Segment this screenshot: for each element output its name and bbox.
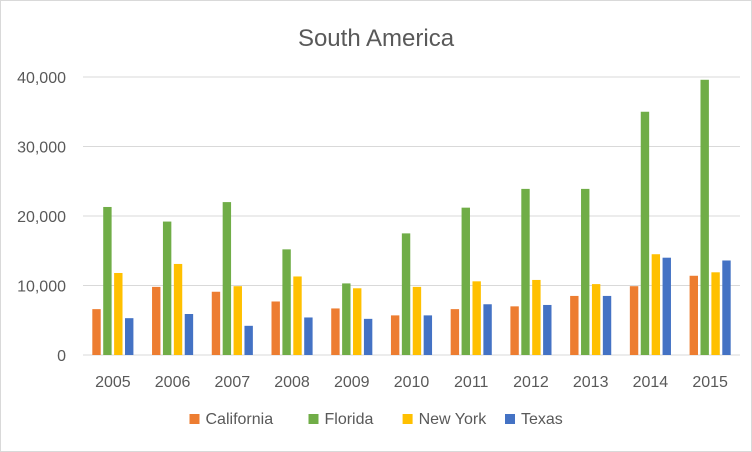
bar-california-2012	[510, 306, 519, 355]
bar-new-york-2011	[472, 281, 481, 355]
bar-texas-2009	[363, 318, 373, 355]
x-tick-label: 2014	[633, 374, 669, 391]
bar-texas-2010	[423, 315, 433, 355]
legend-item-texas: Texas	[505, 411, 563, 428]
bar-texas-2008	[304, 317, 313, 355]
bar-new-york-2007	[233, 286, 242, 355]
legend: California Florida New York Texas	[189, 411, 563, 428]
bar-texas-2007	[244, 325, 253, 355]
x-tick-label: 2011	[454, 374, 489, 391]
bar-texas-2011	[483, 304, 492, 355]
bar-new-york-2012	[532, 279, 541, 355]
bar-california-2008	[271, 301, 280, 355]
bar-florida-2010	[401, 233, 411, 356]
x-tick-label: 2013	[573, 374, 609, 391]
legend-label: Texas	[521, 411, 563, 428]
x-tick-label: 2006	[155, 374, 191, 391]
bar-florida-2006	[162, 221, 172, 355]
x-axis-ticks: 2005 2006 2007 2008 2009 2010 2011 2012 2013 2014…	[95, 374, 728, 391]
bar-texas-2012	[543, 304, 552, 355]
legend-label: Florida	[325, 411, 374, 428]
bar-new-york-2010	[412, 286, 422, 355]
chart-title: South America	[298, 25, 455, 52]
bar-new-york-2005	[114, 272, 123, 355]
legend-item-california: California	[189, 411, 274, 428]
bar-florida-2007	[222, 202, 232, 355]
x-tick-label: 2008	[274, 374, 310, 391]
bar-california-2011	[450, 309, 460, 355]
y-tick-label: 40,000	[17, 70, 66, 87]
bar-texas-2013	[602, 295, 612, 355]
legend-label: New York	[419, 411, 488, 428]
bar-florida-2005	[103, 206, 112, 355]
bar-florida-2009	[342, 283, 351, 355]
bar-new-york-2009	[353, 288, 362, 355]
bar-california-2009	[331, 308, 340, 355]
bar-new-york-2008	[293, 276, 302, 355]
x-tick-label: 2005	[95, 374, 131, 391]
legend-swatch	[505, 414, 515, 424]
bar-texas-2015	[722, 260, 731, 355]
bar-california-2013	[570, 295, 579, 355]
bar-california-2005	[92, 309, 101, 355]
x-tick-label: 2010	[394, 374, 430, 391]
y-axis-ticks: 0 10,000 20,000 30,000 40,000	[17, 70, 66, 365]
legend-label: California	[206, 411, 274, 428]
y-tick-label: 30,000	[17, 140, 66, 157]
bar-california-2006	[152, 286, 161, 355]
bar-texas-2014	[662, 257, 671, 355]
x-tick-label: 2009	[334, 374, 370, 391]
bar-new-york-2006	[173, 263, 183, 355]
y-tick-label: 20,000	[17, 209, 66, 226]
legend-item-new-york: New York	[402, 411, 488, 428]
x-tick-label: 2012	[513, 374, 549, 391]
bar-texas-2005	[125, 318, 134, 355]
y-tick-label: 0	[57, 348, 66, 365]
bar-california-2007	[211, 291, 221, 355]
x-tick-label: 2015	[692, 374, 728, 391]
bar-california-2014	[629, 286, 639, 355]
bar-florida-2013	[581, 188, 590, 355]
legend-swatch	[402, 414, 413, 424]
bar-new-york-2014	[651, 254, 661, 355]
bar-new-york-2015	[711, 272, 720, 355]
bar-florida-2008	[282, 249, 291, 355]
bar-texas-2006	[184, 314, 194, 355]
bar-california-2010	[390, 315, 400, 355]
legend-swatch	[308, 414, 319, 424]
bar-florida-2011	[461, 207, 470, 355]
x-tick-label: 2007	[215, 374, 251, 391]
bar-california-2015	[689, 275, 698, 355]
bar-florida-2014	[640, 111, 650, 355]
bars	[92, 79, 731, 356]
bar-florida-2015	[700, 79, 709, 355]
bar-new-york-2013	[591, 284, 601, 355]
y-tick-label: 10,000	[17, 279, 66, 296]
legend-item-florida: Florida	[308, 411, 374, 428]
legend-swatch	[189, 414, 200, 424]
bar-florida-2012	[521, 188, 530, 355]
